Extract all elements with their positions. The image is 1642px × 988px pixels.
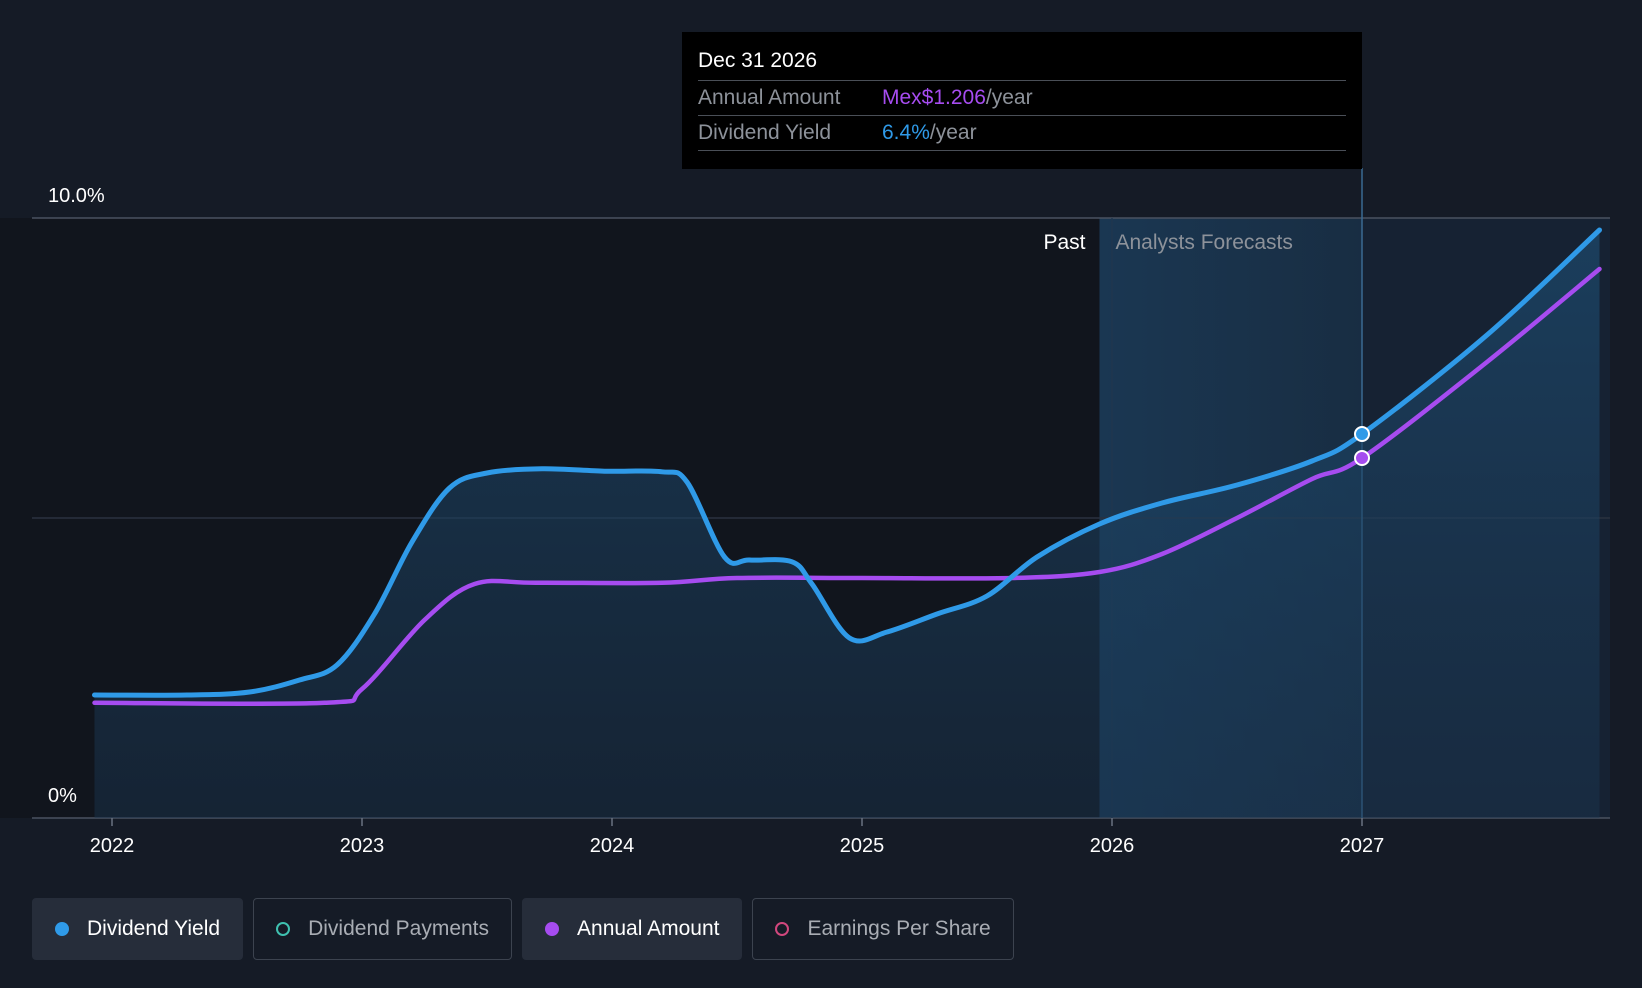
annual-amount-marker [1354,450,1370,466]
legend-label: Dividend Yield [87,917,221,940]
annual-amount-line [92,266,1602,707]
tooltip-annual-label: Annual Amount [698,86,841,109]
tooltip-annual-row: Annual Amount Mex$1.206/year [698,81,1346,116]
legend-label: Earnings Per Share [807,917,991,940]
x-tick-label: 2023 [340,835,385,857]
legend-dot-icon [545,922,560,936]
legend-dividend-payments[interactable]: Dividend Payments [253,898,513,960]
x-tick-label: 2027 [1340,835,1385,857]
legend-ring-icon [276,922,291,936]
dividend-yield-marker [1354,426,1370,442]
tooltip-yield-value: 6.4% [882,121,930,144]
x-tick-label: 2026 [1090,835,1135,857]
tooltip-annual-unit: /year [985,86,1033,109]
legend-dot-icon [55,922,69,936]
chart-area: 10.0% 0% 2022 2023 2024 2025 2026 2027 Past Analy… [32,168,1610,857]
past-label: Past [1043,231,1085,254]
forecast-label: Analysts Forecasts [1116,231,1293,254]
tooltip-date: Dec 31 2026 [698,46,1346,81]
chart-legend: Dividend Yield Dividend Payments Annual … [32,898,1024,960]
legend-dividend-yield[interactable]: Dividend Yield [32,898,244,960]
legend-ring-icon [775,922,790,936]
legend-label: Annual Amount [577,917,720,940]
tooltip-yield-row: Dividend Yield 6.4%/year [698,116,1346,151]
legend-label: Dividend Payments [308,917,490,940]
legend-earnings-per-share[interactable]: Earnings Per Share [752,898,1014,960]
tooltip-annual-value: Mex$1.206 [882,86,986,109]
tooltip-yield-label: Dividend Yield [698,121,832,144]
x-tick-label: 2025 [840,835,885,857]
tooltip-yield-unit: /year [929,121,977,144]
x-tick-label: 2024 [590,835,635,857]
legend-annual-amount[interactable]: Annual Amount [522,898,743,960]
x-tick-label: 2022 [90,835,135,857]
dividend-yield-area [94,230,1600,818]
y-axis-label-top: 10.0% [48,185,105,207]
y-axis-label-bottom: 0% [48,785,77,807]
dividend-yield-line [92,227,1602,698]
hover-tooltip: Dec 31 2026 Annual Amount Mex$1.206/year… [682,32,1362,169]
